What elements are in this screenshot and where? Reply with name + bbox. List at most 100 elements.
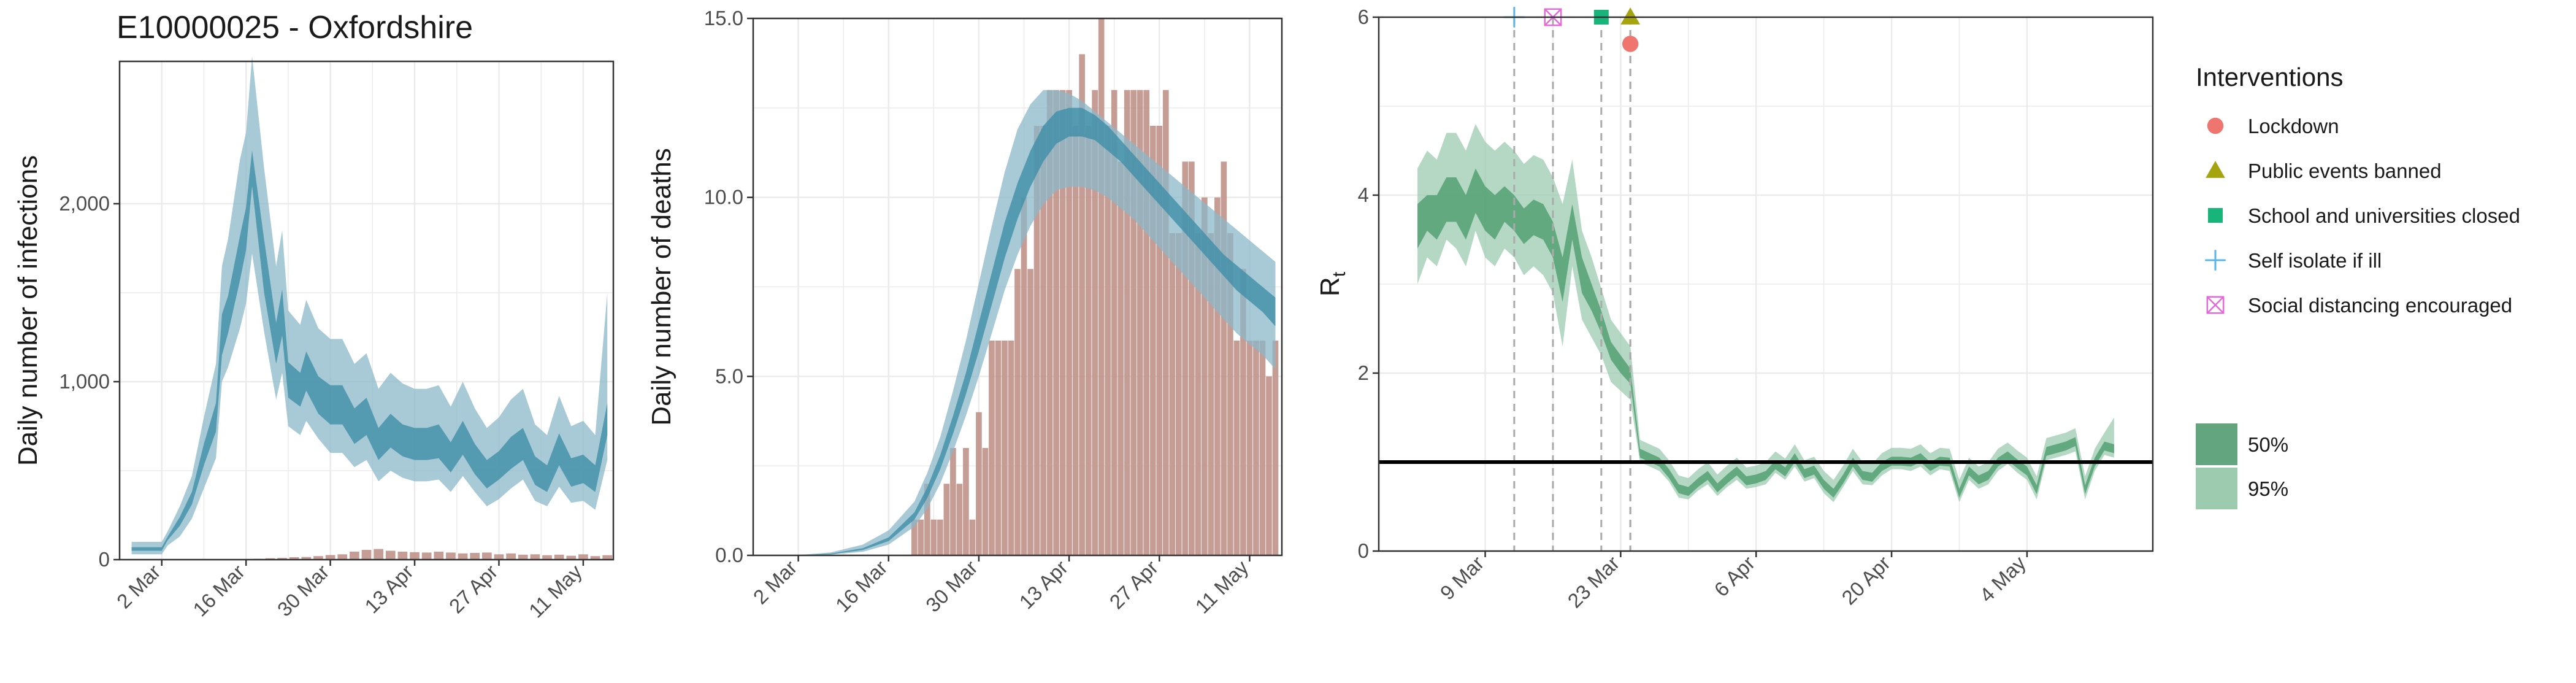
data-bar [1246, 341, 1253, 555]
data-bar [1021, 197, 1027, 556]
data-bar [494, 554, 504, 560]
data-bar [1046, 90, 1053, 555]
x-tick-label: 2 Mar [749, 556, 802, 609]
data-bar [1085, 126, 1092, 555]
data-bar [361, 550, 372, 560]
data-bar [1008, 341, 1014, 555]
legend-key [2207, 117, 2224, 134]
y-tick-label: 2 [1358, 361, 1369, 384]
data-bar [506, 553, 516, 560]
x-tick-label: 13 Apr [1014, 556, 1072, 614]
legend-key [2206, 296, 2225, 314]
data-bar [943, 484, 950, 555]
data-bar [518, 554, 528, 560]
data-bar [1182, 161, 1189, 555]
y-tick-label: 2,000 [59, 192, 110, 215]
data-bar [1137, 90, 1143, 555]
data-bar [1202, 197, 1208, 556]
data-bar [1130, 90, 1137, 555]
data-bar [350, 551, 359, 560]
data-bar [313, 556, 323, 560]
x-tick-label: 23 Mar [1563, 552, 1624, 612]
plot-border [752, 17, 1283, 557]
x-tick-label: 13 Apr [360, 560, 418, 618]
data-bar [590, 556, 600, 560]
data-bar [1227, 233, 1233, 555]
data-bar [1214, 197, 1221, 556]
y-tick-label: 1,000 [59, 370, 110, 393]
data-bar [1175, 233, 1182, 555]
y-tick-label: 0 [99, 548, 110, 571]
data-bar [1040, 126, 1046, 555]
legend-label: Lockdown [2248, 115, 2339, 137]
data-bar [1079, 54, 1085, 556]
data-bar [1014, 269, 1021, 555]
y-tick-label: 5.0 [715, 365, 743, 387]
data-bar [385, 550, 396, 560]
x-tick-label: 9 Mar [1436, 552, 1489, 604]
intervention-marker [1622, 36, 1639, 52]
legend-key [2205, 250, 2226, 271]
y-axis-title: Daily number of deaths [646, 148, 677, 425]
data-bar [277, 558, 287, 560]
data-bar [1240, 269, 1246, 555]
x-tick-label: 16 Mar [188, 560, 249, 621]
x-tick-label: 11 May [524, 560, 586, 622]
data-bar [1117, 161, 1124, 555]
data-bar [995, 341, 1002, 555]
data-bar [578, 554, 588, 560]
data-bar [421, 552, 432, 560]
data-bar [434, 551, 444, 560]
data-bar [602, 555, 613, 560]
plot-border [1378, 16, 2154, 552]
y-tick-label: 6 [1358, 6, 1369, 28]
data-bar [1092, 90, 1098, 555]
data-bar [918, 519, 924, 555]
data-bar [1221, 161, 1227, 555]
data-bar [446, 552, 456, 560]
band-95 [766, 90, 1276, 555]
legend-band-label: 95% [2248, 477, 2288, 500]
y-tick-label: 0.0 [715, 544, 743, 566]
data-bar [325, 555, 335, 560]
band-50 [766, 107, 1276, 556]
data-bar [989, 341, 995, 555]
y-tick-label: 10.0 [704, 186, 743, 209]
data-bar [1233, 341, 1240, 555]
data-bar [950, 448, 956, 555]
data-bar [1066, 90, 1072, 555]
y-tick-label: 0 [1358, 539, 1369, 562]
data-bar [1098, 18, 1105, 555]
rt-panel: 0 2 4 6 9 Mar 23 Mar 6 Apr 20 Apr 4 May Rt [1315, 6, 2154, 612]
infections-panel: 0 1,000 2,000 2 Mar 16 Mar 30 Mar 13 Apr 27 Apr… [13, 56, 615, 622]
data-bar [1259, 341, 1266, 555]
data-bar [1105, 126, 1111, 555]
x-tick-label: 2 Mar [112, 560, 165, 613]
data-bar [1027, 269, 1033, 555]
legend-label: Social distancing encouraged [2248, 294, 2512, 317]
data-bar [374, 549, 383, 560]
data-bar [1002, 341, 1008, 555]
data-bar [1143, 90, 1150, 555]
data-bar [1111, 90, 1117, 555]
data-bar [1208, 233, 1214, 555]
figure-title: E10000025 - Oxfordshire [117, 10, 473, 45]
data-bar [956, 484, 963, 555]
y-axis-title: Rt [1315, 271, 1349, 296]
data-bar [1059, 90, 1066, 555]
data-bar [911, 519, 918, 555]
x-tick-label: 16 Mar [831, 556, 892, 617]
data-bar [1156, 126, 1163, 555]
y-tick-label: 4 [1358, 183, 1369, 206]
data-bar [1188, 161, 1195, 555]
interventions-legend: Interventions Lockdown Public events bann… [2196, 63, 2520, 509]
data-bar [1162, 90, 1169, 555]
data-bar [924, 484, 930, 555]
data-bar [470, 552, 480, 560]
data-bar [1149, 126, 1156, 555]
x-tick-label: 30 Mar [921, 556, 982, 617]
legend-key [2206, 161, 2225, 178]
data-bar [1124, 90, 1130, 555]
band-95 [1417, 124, 2114, 503]
